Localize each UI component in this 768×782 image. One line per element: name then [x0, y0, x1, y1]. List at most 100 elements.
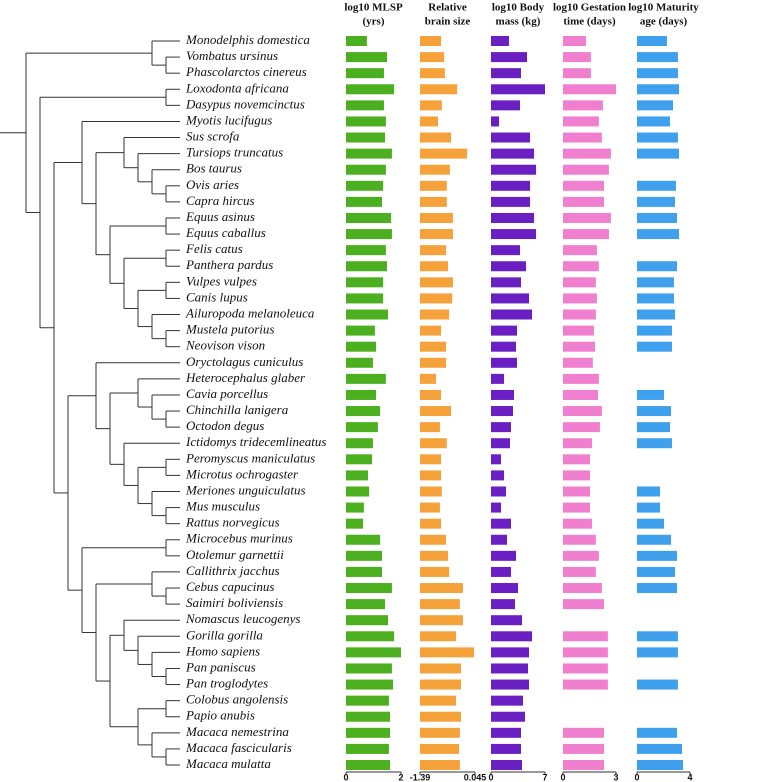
x-tick-label: 0: [560, 772, 565, 782]
bar: [491, 84, 545, 95]
panel-title: log10 MLSP: [344, 2, 403, 14]
bar: [563, 454, 591, 465]
panel-title: log10 Gestation: [553, 2, 626, 14]
bar: [491, 277, 522, 288]
species-label: Cavia porcellus: [186, 386, 268, 401]
bar: [346, 52, 387, 63]
bar: [491, 212, 535, 223]
bar: [637, 52, 678, 63]
bar: [346, 760, 390, 770]
bar: [491, 68, 522, 79]
bar: [346, 422, 378, 433]
bar: [346, 727, 390, 738]
species-label: Ailuropoda melanoleuca: [185, 305, 315, 320]
bar: [563, 373, 599, 384]
species-label: Sus scrofa: [186, 129, 240, 144]
species-label: Mus musculus: [185, 499, 260, 514]
bar: [346, 84, 395, 95]
bar: [491, 164, 537, 175]
x-tick-label: 4: [687, 772, 692, 782]
bar: [420, 245, 447, 256]
bar: [563, 148, 611, 159]
bar: [420, 663, 462, 674]
bar: [491, 406, 513, 417]
bar: [491, 148, 535, 159]
bar: [491, 438, 510, 449]
bar: [420, 84, 458, 95]
bar: [420, 116, 439, 127]
bar: [420, 583, 463, 594]
bar: [563, 631, 608, 642]
species-label: Papio anubis: [185, 708, 255, 723]
bar: [563, 36, 586, 46]
bar: [491, 341, 516, 352]
bar: [563, 470, 591, 481]
bar: [491, 357, 517, 368]
x-tick-label: -1.39: [410, 772, 431, 782]
bar: [346, 599, 386, 610]
bar: [563, 293, 597, 304]
species-label: Nomascus leucogenys: [185, 611, 300, 626]
species-label: Gorilla gorilla: [186, 627, 263, 642]
bar: [420, 486, 442, 497]
species-label: Phascolarctos cinereus: [185, 64, 307, 79]
bar: [491, 695, 524, 706]
bar: [563, 180, 604, 191]
bar: [420, 454, 442, 465]
species-label: Colobus angolensis: [186, 692, 288, 707]
bar: [637, 534, 672, 545]
bar: [346, 406, 381, 417]
species-label: Homo sapiens: [185, 643, 260, 658]
bar: [420, 711, 462, 722]
bar: [420, 309, 450, 320]
bar: [491, 566, 511, 577]
bar: [420, 132, 452, 143]
bar: [563, 583, 602, 594]
bar: [637, 583, 678, 594]
bar: [637, 389, 665, 400]
bar: [491, 245, 521, 256]
bar: [420, 727, 460, 738]
species-label: Rattus norvegicus: [185, 515, 280, 530]
bar: [637, 518, 665, 529]
bar: [637, 679, 678, 690]
bar: [346, 454, 373, 465]
bar: [637, 84, 680, 95]
bar: [563, 212, 611, 223]
bar: [491, 550, 516, 561]
species-label: Ictidomys tridecemlineatus: [185, 434, 326, 449]
panel-title: log10 Maturity: [628, 2, 699, 14]
species-label: Cebus capucinus: [186, 579, 274, 594]
bar: [563, 196, 604, 207]
bar: [637, 743, 683, 754]
species-label: Meriones unguiculatus: [185, 482, 306, 497]
bar: [637, 422, 670, 433]
bar: [420, 438, 447, 449]
species-label: Tursiops truncatus: [186, 145, 283, 160]
bar: [420, 679, 462, 690]
bar: [420, 373, 437, 384]
bar: [491, 180, 531, 191]
bar: [563, 52, 591, 63]
bar: [346, 212, 392, 223]
species-label: Myotis lucifugus: [185, 112, 272, 127]
bar: [346, 470, 368, 481]
species-label: Saimiri boliviensis: [186, 595, 283, 610]
bar: [346, 486, 370, 497]
bar: [346, 36, 367, 46]
bar: [491, 100, 521, 111]
bar: [637, 132, 678, 143]
bar: [563, 534, 596, 545]
bar: [563, 663, 608, 674]
x-tick-label: 0: [634, 772, 639, 782]
bar: [346, 615, 389, 626]
bar: [563, 486, 591, 497]
bar: [346, 647, 401, 658]
bar: [346, 438, 373, 449]
bar: [491, 470, 505, 481]
bar: [420, 534, 447, 545]
bar: [346, 663, 392, 674]
species-label: Panthera pardus: [185, 257, 273, 272]
x-tick-label: 3: [613, 772, 618, 782]
bar: [563, 518, 592, 529]
